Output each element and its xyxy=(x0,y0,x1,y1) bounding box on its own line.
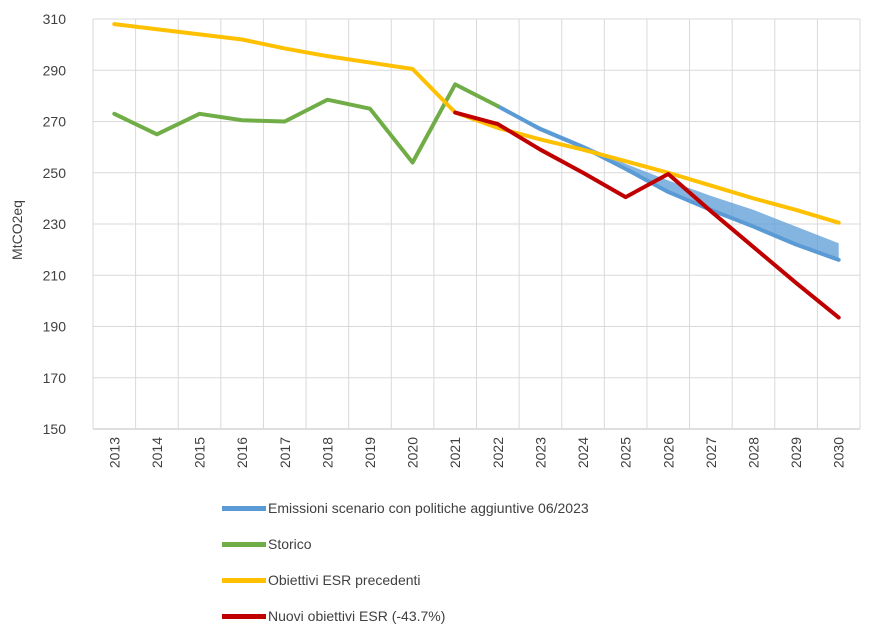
x-tick-label: 2016 xyxy=(234,437,250,468)
x-tick-label: 2017 xyxy=(277,437,293,468)
x-tick-label: 2027 xyxy=(703,437,719,468)
series-lines xyxy=(112,22,841,320)
legend-item: Obiettivi ESR precedenti xyxy=(222,562,589,598)
legend-item: Emissioni scenario con politiche aggiunt… xyxy=(222,490,589,526)
y-tick-label: 290 xyxy=(43,62,67,78)
y-tick-label: 310 xyxy=(43,11,67,27)
x-tick-label: 2022 xyxy=(490,437,506,468)
gridlines xyxy=(92,18,861,430)
x-tick-label: 2015 xyxy=(192,437,208,468)
x-tick-label: 2023 xyxy=(532,437,548,468)
series-line-1 xyxy=(112,82,500,165)
x-tick-label: 2014 xyxy=(149,437,165,468)
y-tick-label: 190 xyxy=(43,319,67,335)
x-tick-label: 2018 xyxy=(319,437,335,468)
y-tick-label: 230 xyxy=(43,216,67,232)
series-line-3 xyxy=(453,110,841,320)
y-tick-label: 250 xyxy=(43,165,67,181)
x-tick-label: 2019 xyxy=(362,437,378,468)
x-tick-label: 2024 xyxy=(575,437,591,468)
x-tick-label: 2030 xyxy=(831,437,847,468)
legend-label: Emissioni scenario con politiche aggiunt… xyxy=(268,500,589,516)
y-tick-label: 210 xyxy=(43,267,67,283)
x-tick-label: 2013 xyxy=(106,437,122,468)
x-tick-label: 2029 xyxy=(788,437,804,468)
line-chart: 150 170 190 210 230 250 270 290 310 2013 2014 2015… xyxy=(9,11,861,468)
legend-swatch xyxy=(222,613,266,619)
x-tick-label: 2020 xyxy=(405,437,421,468)
y-tick-label: 270 xyxy=(43,114,67,130)
x-tick-label: 2021 xyxy=(447,437,463,468)
x-tick-label: 2028 xyxy=(745,437,761,468)
series-line-0 xyxy=(495,104,841,262)
legend-item: Nuovi obiettivi ESR (-43.7%) xyxy=(222,598,589,634)
legend-label: Obiettivi ESR precedenti xyxy=(268,572,421,588)
scenario-range-band xyxy=(497,106,839,260)
x-tick-label: 2026 xyxy=(660,437,676,468)
legend-swatch xyxy=(222,541,266,547)
x-tick-label: 2025 xyxy=(618,437,634,468)
y-tick-label: 150 xyxy=(43,421,67,437)
legend-swatch xyxy=(222,577,266,583)
y-tick-labels: 150 170 190 210 230 250 270 290 310 xyxy=(43,11,67,437)
scenario-band xyxy=(497,106,839,260)
legend-swatch xyxy=(222,505,266,511)
legend: Emissioni scenario con politiche aggiunt… xyxy=(222,490,589,634)
legend-item: Storico xyxy=(222,526,589,562)
x-tick-labels: 2013 2014 2015 2016 2017 2018 2019 2020 2021 2022… xyxy=(106,437,846,468)
legend-label: Nuovi obiettivi ESR (-43.7%) xyxy=(268,608,446,624)
y-tick-label: 170 xyxy=(43,370,67,386)
legend-label: Storico xyxy=(268,536,312,552)
y-axis-title: MtCO2eq xyxy=(9,200,25,260)
